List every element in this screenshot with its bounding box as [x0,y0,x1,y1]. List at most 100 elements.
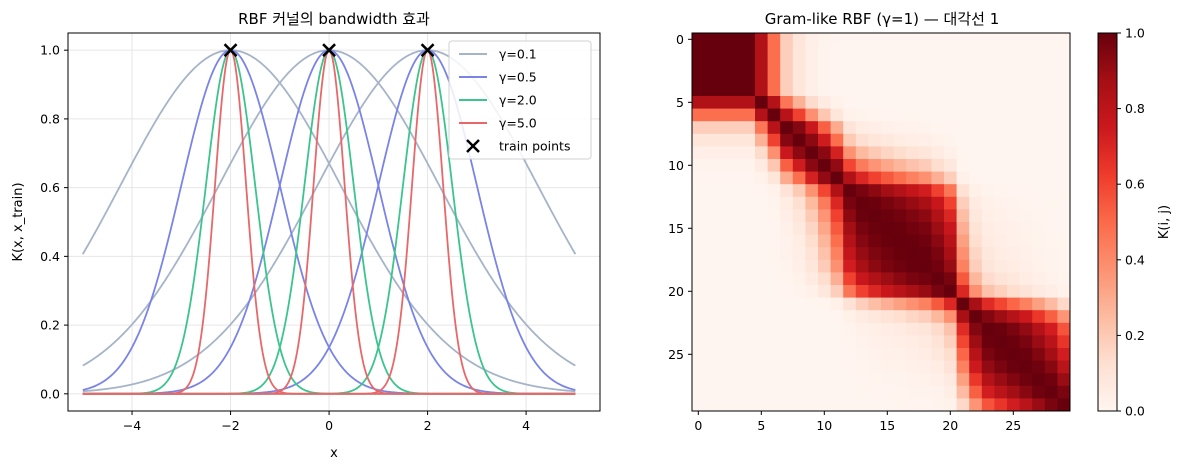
heatmap-cell [1057,398,1071,412]
heatmap-cell [944,272,957,286]
heatmap-cell [981,285,995,298]
heatmap-cell [729,310,743,324]
heatmap-cell [767,209,781,223]
heatmap-cell [767,83,781,97]
heatmap-cell [792,398,806,412]
heatmap-cell [818,360,831,374]
heatmap-cell [944,96,957,109]
heatmap-cell [1044,209,1058,223]
heatmap-cell [855,322,869,336]
heatmap-cell [994,398,1008,412]
heatmap-cell [742,33,756,46]
y-tick-label: 0.4 [40,249,60,264]
heatmap-cell [1057,108,1071,122]
heatmap-cell [868,297,882,311]
heatmap-cell [855,247,869,261]
heatmap-cell [956,335,970,349]
heatmap-cell [755,33,768,46]
heatmap-cell [981,96,995,109]
heatmap-cell [729,373,743,387]
heatmap-cell [1007,285,1020,298]
heatmap-cell [818,96,831,109]
heatmap-cell [944,159,957,172]
heatmap-cell [969,184,983,198]
heatmap-cell [1019,335,1033,349]
heatmap-cell [1019,285,1033,298]
heatmap-cell [1044,222,1058,235]
heatmap-cell [893,360,907,374]
heatmap-cell [692,272,705,286]
heatmap-cell [830,385,844,399]
heatmap-cell [780,222,794,235]
heatmap-cell [780,209,794,223]
heatmap-cell [931,70,945,84]
heatmap-cell [881,146,894,160]
heatmap-cell [805,259,819,273]
heatmap-cell [918,96,932,109]
heatmap-cell [881,33,894,46]
heatmap-cell [1057,159,1071,172]
heatmap-cell [944,184,957,198]
heatmap-cell [830,360,844,374]
heatmap-cell [1044,108,1058,122]
heatmap-cell [1057,285,1071,298]
heatmap-cell [969,310,983,324]
heatmap-cell [692,33,705,46]
heatmap-cell [1007,398,1020,412]
heatmap-cell [855,108,869,122]
heatmap-cell [931,360,945,374]
heatmap-cell [906,58,920,72]
heatmap-cell [742,222,756,235]
heatmap-cell [868,121,882,135]
heatmap-cell [981,247,995,261]
heatmap-cell [767,285,781,298]
heatmap-cell [855,234,869,248]
heatmap-cell [1007,322,1020,336]
heatmap-cell [1032,310,1046,324]
heatmap-cell [742,209,756,223]
heatmap-cell [1019,58,1033,72]
heatmap-cell [767,171,781,185]
heatmap-cell [1007,133,1020,147]
heatmap-cell [843,133,857,147]
heatmap-cell [843,45,857,59]
heatmap-cell [805,297,819,311]
heatmap-cell [969,348,983,361]
heatmap-cell [1044,398,1058,412]
heatmap-cell [792,373,806,387]
heatmap-cell [780,146,794,160]
heatmap-cell [704,171,718,185]
heatmap-cell [1057,322,1071,336]
heatmap-cell [717,121,731,135]
heatmap-cell [805,373,819,387]
heatmap-cell [780,159,794,172]
heatmap-cell [881,234,894,248]
heatmap-cell [755,247,768,261]
heatmap-cell [956,247,970,261]
heatmap-cell [893,285,907,298]
heatmap-cell [855,58,869,72]
heatmap-cell [704,310,718,324]
heatmap-cell [918,58,932,72]
heatmap-frame [691,32,1071,412]
heatmap-cell [931,96,945,109]
heatmap-cell [944,133,957,147]
heatmap-cell [780,285,794,298]
heatmap-cell [830,196,844,210]
heatmap-cell [818,272,831,286]
series-line [82,48,576,395]
heatmap-cell [956,184,970,198]
heatmap-cell [994,121,1008,135]
heatmap-cell [981,171,995,185]
heatmap-cell [742,335,756,349]
heatmap-cell [830,247,844,261]
heatmap-cell [843,121,857,135]
heatmap-cell [944,322,957,336]
left-y-label: K(x, x_train) [11,182,26,261]
x-tick-label: 0 [694,418,702,433]
heatmap-cell [792,133,806,147]
heatmap-cell [729,159,743,172]
heatmap-cell [893,398,907,412]
heatmap-cell [969,285,983,298]
heatmap-cell [855,209,869,223]
